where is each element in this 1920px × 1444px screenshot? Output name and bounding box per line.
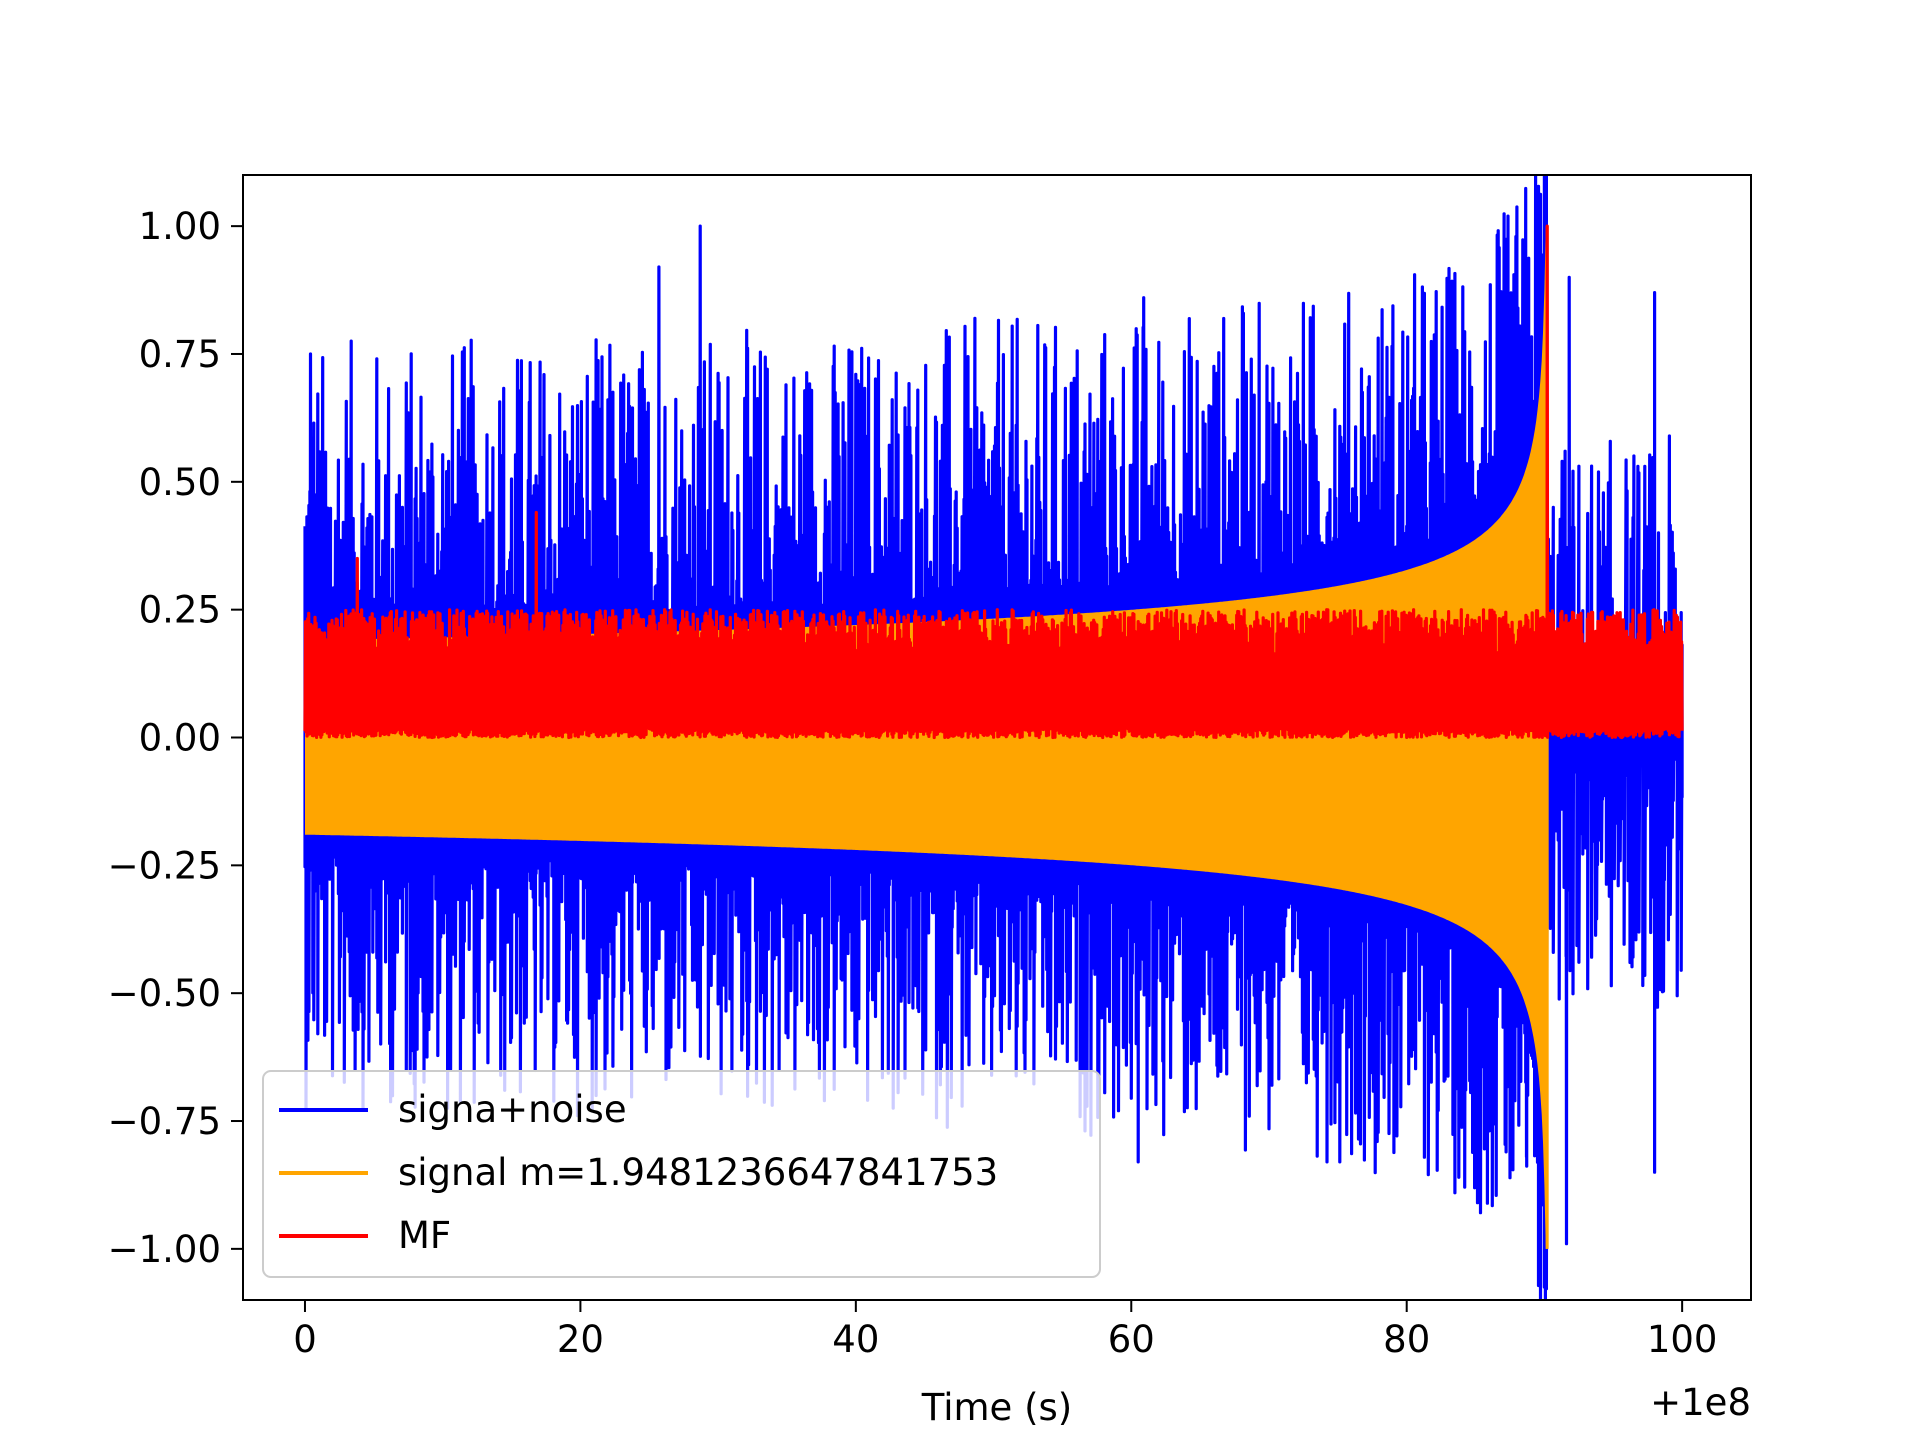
y-tick-label: 0.25	[139, 589, 221, 632]
y-tick-label: 0.50	[139, 461, 221, 504]
x-tick-label: 20	[557, 1318, 604, 1361]
legend-label-mf: MF	[398, 1214, 451, 1257]
y-tick-label: −0.25	[108, 844, 221, 887]
x-tick-label: 100	[1647, 1318, 1718, 1361]
series-mf	[303, 224, 1684, 740]
y-tick-label: 0.00	[139, 717, 221, 760]
x-axis: 0 20 40 60 80 100	[293, 1300, 1717, 1361]
y-tick-label: −0.50	[108, 972, 221, 1015]
y-tick-label: 0.75	[139, 333, 221, 376]
legend-box	[262, 1070, 1101, 1278]
y-axis: 1.00 0.75 0.50 0.25 0.00 −0.25 −0.50 −0.75 −1.00	[108, 205, 243, 1271]
legend-label-signa-noise: signa+noise	[398, 1088, 627, 1131]
x-tick-label: 80	[1383, 1318, 1430, 1361]
y-tick-label: −0.75	[108, 1100, 221, 1143]
legend: signa+noise signal m=1.9481236647841753 …	[262, 1070, 1101, 1278]
legend-label-signal: signal m=1.9481236647841753	[398, 1151, 998, 1194]
x-offset-label: +1e8	[1650, 1381, 1751, 1424]
x-axis-label: Time (s)	[921, 1386, 1072, 1429]
x-tick-label: 60	[1108, 1318, 1155, 1361]
x-tick-label: 40	[832, 1318, 879, 1361]
x-tick-label: 0	[293, 1318, 317, 1361]
series-signal-fill	[305, 226, 1548, 1249]
y-tick-label: −1.00	[108, 1228, 221, 1271]
y-tick-label: 1.00	[139, 205, 221, 248]
